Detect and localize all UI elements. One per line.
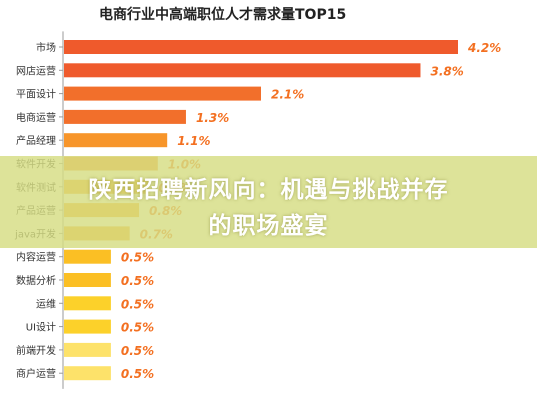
headline-line-2: 的职场盛宴 — [208, 213, 329, 239]
value-label: 0.5% — [121, 344, 154, 358]
bar — [64, 296, 111, 311]
bar — [64, 249, 111, 264]
bar — [64, 109, 186, 124]
bar — [64, 133, 168, 148]
bar — [64, 63, 421, 78]
bar — [64, 319, 111, 334]
value-label: 0.5% — [121, 274, 154, 288]
headline-line-1: 陕西招聘新风向：机遇与挑战并存 — [88, 177, 449, 203]
category-label: 网店运营 — [16, 64, 56, 77]
bar — [64, 342, 111, 357]
value-label: 2.1% — [271, 88, 304, 102]
headline-banner: 陕西招聘新风向：机遇与挑战并存 的职场盛宴 — [0, 156, 537, 248]
value-label: 0.5% — [121, 321, 154, 335]
category-label: 内容运营 — [16, 251, 56, 264]
value-label: 0.5% — [121, 297, 154, 311]
category-label: 运维 — [36, 297, 56, 310]
value-label: 3.8% — [430, 64, 463, 78]
category-label: 市场 — [36, 41, 56, 54]
value-label: 0.5% — [121, 251, 154, 265]
category-label: 平面设计 — [16, 88, 56, 101]
bar — [64, 40, 458, 54]
category-label: 商户运营 — [16, 367, 56, 380]
value-label: 4.2% — [467, 41, 501, 55]
category-label: 前端开发 — [16, 344, 56, 357]
category-label: UI设计 — [26, 321, 56, 334]
chart-title: 电商行业中高端职位人才需求量TOP15 — [99, 7, 347, 23]
bar — [64, 86, 261, 101]
bar — [64, 273, 111, 287]
category-label: 数据分析 — [16, 274, 56, 287]
bar — [64, 366, 111, 381]
value-label: 1.3% — [196, 111, 229, 125]
value-label: 1.1% — [177, 134, 210, 148]
value-label: 0.5% — [121, 367, 154, 381]
category-label: 产品经理 — [16, 134, 56, 147]
category-label: 电商运营 — [16, 111, 56, 124]
